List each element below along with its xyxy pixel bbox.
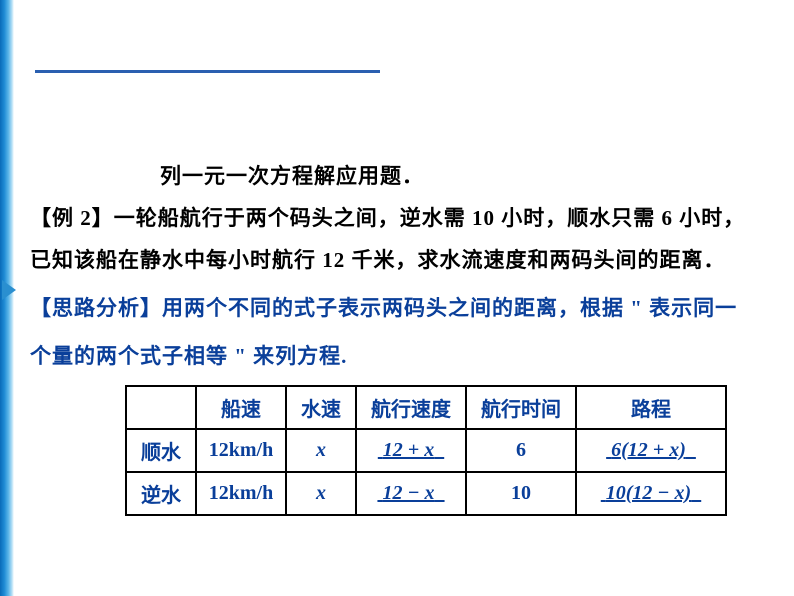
- row-water: x: [286, 472, 356, 515]
- analysis-line2: 个量的两个式子相等 " 来列方程.: [30, 335, 770, 377]
- header-distance: 路程: [576, 386, 726, 429]
- header-navspeed: 航行速度: [356, 386, 466, 429]
- navspeed-val: 12 − x: [382, 482, 434, 504]
- row-label: 逆水: [126, 472, 196, 515]
- top-underline: [35, 70, 380, 73]
- analysis-label: 【思路分析】: [30, 296, 162, 320]
- example-text1: 一轮船航行于两个码头之间，逆水需 10 小时，顺水只需 6 小时，: [114, 206, 746, 230]
- table-row: 逆水 12km/h x 12 − x 10 10(12 − x): [126, 472, 726, 515]
- header-time: 航行时间: [466, 386, 576, 429]
- row-navspeed: 12 + x: [356, 429, 466, 472]
- row-speed: 12km/h: [196, 472, 286, 515]
- header-speed: 船速: [196, 386, 286, 429]
- analysis-line1: 【思路分析】用两个不同的式子表示两码头之间的距离，根据 " 表示同一: [30, 287, 770, 329]
- row-distance: 10(12 − x): [576, 472, 726, 515]
- triangle-marker: [2, 280, 16, 300]
- distance-val: 10(12 − x): [606, 482, 691, 504]
- table-header-row: 船速 水速 航行速度 航行时间 路程: [126, 386, 726, 429]
- example-label: 【例 2】: [30, 206, 114, 230]
- main-content: 列一元一次方程解应用题． 【例 2】一轮船航行于两个码头之间，逆水需 10 小时…: [30, 155, 770, 516]
- example-line2: 已知该船在静水中每小时航行 12 千米，求水流速度和两码头间的距离．: [30, 239, 770, 281]
- distance-val: 6(12 + x): [611, 439, 686, 461]
- row-label: 顺水: [126, 429, 196, 472]
- example-line1: 【例 2】一轮船航行于两个码头之间，逆水需 10 小时，顺水只需 6 小时，: [30, 197, 770, 239]
- header-water: 水速: [286, 386, 356, 429]
- navspeed-val: 12 + x: [383, 439, 434, 461]
- row-speed: 12km/h: [196, 429, 286, 472]
- row-time: 6: [466, 429, 576, 472]
- analysis-text1: 用两个不同的式子表示两码头之间的距离，根据 " 表示同一: [162, 296, 737, 320]
- table-row: 顺水 12km/h x 12 + x 6 6(12 + x): [126, 429, 726, 472]
- row-distance: 6(12 + x): [576, 429, 726, 472]
- title-line: 列一元一次方程解应用题．: [30, 155, 770, 197]
- row-time: 10: [466, 472, 576, 515]
- row-navspeed: 12 − x: [356, 472, 466, 515]
- header-empty: [126, 386, 196, 429]
- row-water: x: [286, 429, 356, 472]
- data-table: 船速 水速 航行速度 航行时间 路程 顺水 12km/h x 12 + x 6 …: [125, 385, 727, 516]
